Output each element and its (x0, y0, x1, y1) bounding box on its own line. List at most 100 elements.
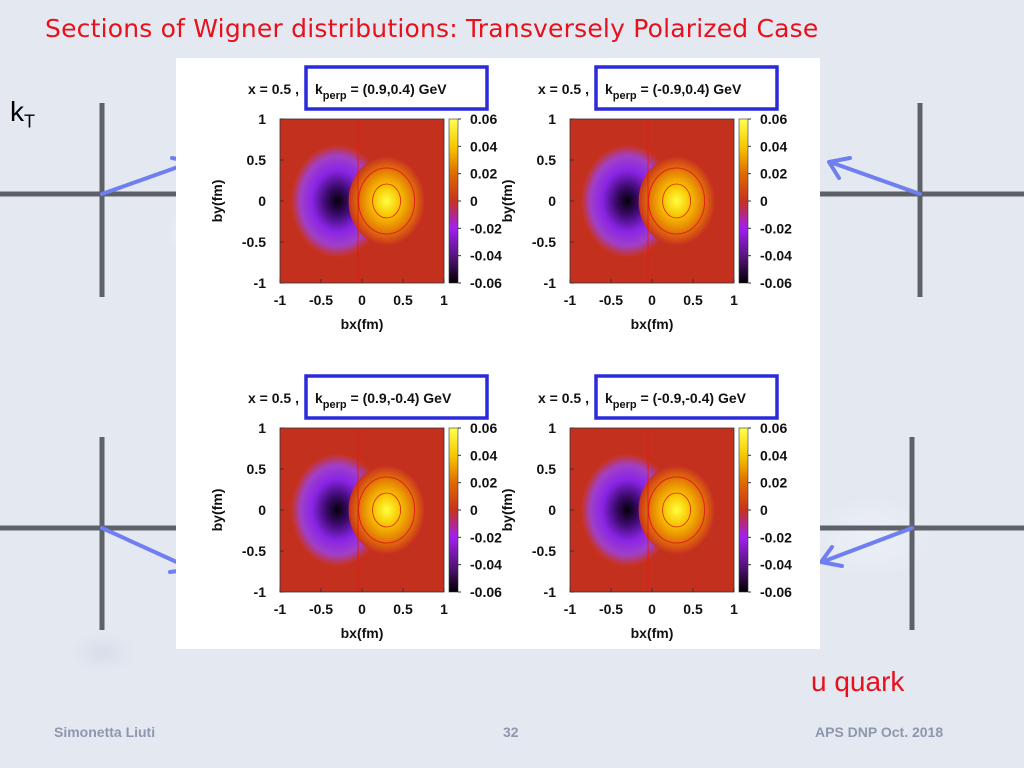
panel-title-prefix: x = 0.5 , (538, 81, 589, 97)
colorbar-tick-label: 0.02 (760, 475, 787, 491)
colorbar-tick-label: -0.04 (760, 557, 792, 573)
contour-line (662, 183, 692, 219)
colorbar-tick-label: 0 (760, 193, 768, 209)
x-tick-label: 0 (648, 292, 656, 308)
y-tick-label: -0.5 (532, 234, 556, 250)
heatmap-panel-3: x = 0.5 , kperp = (0.9,-0.4) GeV -1 -0.5 0 0.… (209, 374, 502, 641)
y-tick-label: -1 (254, 275, 267, 291)
slide-title: Sections of Wigner distributions: Transv… (45, 14, 819, 43)
wigner-heatmaps: x = 0.5 , kperp = (0.9,0.4) GeV -1 -0.5 0 0.5… (209, 65, 792, 641)
colorbar-tick-label: -0.02 (760, 529, 792, 545)
contour-line (662, 492, 692, 528)
y-tick-label: 1 (258, 111, 266, 127)
heatmap-panel-4: x = 0.5 , kperp = (-0.9,-0.4) GeV -1 -0.5 0 0… (499, 374, 792, 641)
colorbar (738, 118, 749, 284)
x-tick-label: 1 (440, 601, 448, 617)
colorbar-tick-label: -0.04 (760, 248, 792, 264)
colorbar-tick-label: -0.06 (470, 275, 502, 291)
contour-line (358, 476, 416, 544)
colorbar-tick-label: -0.02 (470, 220, 502, 236)
crosshair-top-right (820, 103, 1024, 297)
kperp-highlight-box (594, 374, 779, 420)
panel-title-prefix: x = 0.5 , (248, 390, 299, 406)
kperp-highlight-box (594, 65, 779, 111)
x-tick-label: 0.5 (683, 601, 703, 617)
y-axis-label: by(fm) (209, 489, 225, 532)
colorbar-tick-label: 0.02 (760, 166, 787, 182)
y-tick-label: 0 (548, 193, 556, 209)
colorbar-tick-label: 0.02 (470, 475, 497, 491)
x-tick-label: -1 (564, 292, 577, 308)
x-axis-label: bx(fm) (631, 625, 674, 641)
y-tick-label: 0.5 (247, 461, 267, 477)
x-tick-label: 0.5 (393, 292, 413, 308)
positive-lobe (638, 157, 715, 245)
contour-line (372, 183, 402, 219)
footer-author: Simonetta Liuti (54, 724, 156, 740)
positive-lobe (638, 466, 715, 554)
y-tick-label: 1 (548, 420, 556, 436)
y-tick-label: 0 (258, 502, 266, 518)
crosshair-bottom-left (0, 437, 176, 630)
y-axis-label: by(fm) (499, 180, 515, 223)
y-tick-label: 0.5 (537, 152, 557, 168)
heatmap-panel-2: x = 0.5 , kperp = (-0.9,0.4) GeV -1 -0.5 0 0.… (499, 65, 792, 332)
y-tick-label: 1 (258, 420, 266, 436)
x-tick-label: -1 (274, 601, 287, 617)
colorbar (738, 427, 749, 593)
x-tick-label: -1 (564, 601, 577, 617)
y-tick-label: 0 (258, 193, 266, 209)
y-tick-label: -1 (544, 584, 557, 600)
contour-line (372, 492, 402, 528)
x-tick-label: 1 (730, 292, 738, 308)
colorbar-tick-label: 0 (470, 502, 478, 518)
y-tick-label: 0.5 (537, 461, 557, 477)
panel-title-prefix: x = 0.5 , (538, 390, 589, 406)
x-axis-label: bx(fm) (341, 316, 384, 332)
footer-page-number: 32 (503, 724, 519, 740)
crosshair-bottom-right (820, 437, 1024, 630)
y-tick-label: 1 (548, 111, 556, 127)
colorbar-tick-label: 0.04 (760, 138, 787, 154)
colorbar-tick-label: -0.06 (760, 275, 792, 291)
colorbar-tick-label: 0.02 (470, 166, 497, 182)
y-tick-label: -1 (544, 275, 557, 291)
x-axis-label: bx(fm) (341, 625, 384, 641)
panel-title-prefix: x = 0.5 , (248, 81, 299, 97)
colorbar (448, 118, 459, 284)
arrow-top-right (827, 156, 922, 196)
y-tick-label: -0.5 (532, 543, 556, 559)
x-tick-label: 0.5 (393, 601, 413, 617)
colorbar-tick-label: 0.06 (760, 111, 787, 127)
x-tick-label: 0 (358, 292, 366, 308)
panel-kperp-label: kperp = (-0.9,-0.4) GeV (605, 390, 747, 411)
y-tick-label: 0.5 (247, 152, 267, 168)
contour-line (648, 476, 706, 544)
quark-label: u quark (811, 666, 905, 697)
kperp-highlight-box (304, 65, 489, 111)
colorbar-tick-label: -0.06 (470, 584, 502, 600)
y-axis-label: by(fm) (499, 489, 515, 532)
y-tick-label: -0.5 (242, 234, 266, 250)
x-tick-label: 0.5 (683, 292, 703, 308)
colorbar-tick-label: -0.02 (470, 529, 502, 545)
x-tick-label: 0 (648, 601, 656, 617)
panel-kperp-label: kperp = (-0.9,0.4) GeV (605, 81, 742, 102)
wigner-figure: x = 0.5 , kperp = (0.9,0.4) GeV -1 -0.5 0 0.5… (176, 58, 820, 649)
colorbar-tick-label: 0.04 (760, 447, 787, 463)
x-axis-label: bx(fm) (631, 316, 674, 332)
x-tick-label: -1 (274, 292, 287, 308)
colorbar-tick-label: -0.02 (760, 220, 792, 236)
colorbar (448, 427, 459, 593)
x-tick-label: -0.5 (309, 292, 333, 308)
contour-line (358, 167, 416, 235)
colorbar-tick-label: 0 (760, 502, 768, 518)
colorbar-tick-label: -0.04 (470, 557, 502, 573)
heatmap-panel-1: x = 0.5 , kperp = (0.9,0.4) GeV -1 -0.5 0 0.5… (209, 65, 502, 332)
x-tick-label: 0 (358, 601, 366, 617)
kt-label-sub: T (24, 111, 35, 132)
y-tick-label: -0.5 (242, 543, 266, 559)
x-tick-label: 1 (730, 601, 738, 617)
kperp-highlight-box (304, 374, 489, 420)
contour-line (648, 167, 706, 235)
